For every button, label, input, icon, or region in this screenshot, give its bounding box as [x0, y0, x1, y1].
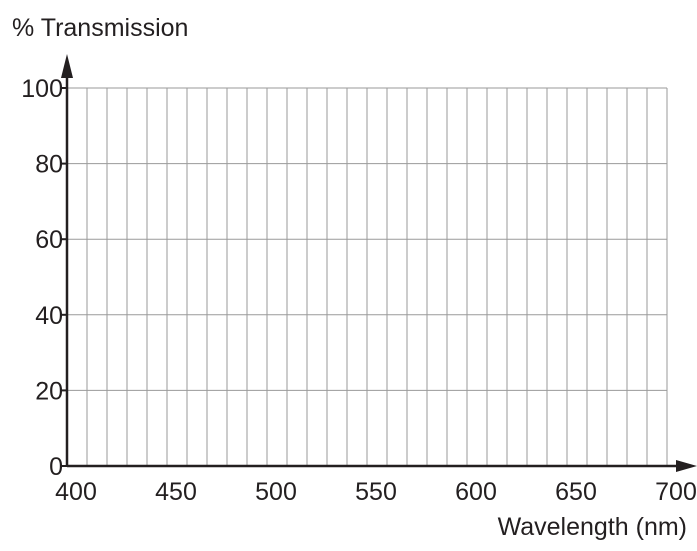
- x-tick-label: 450: [155, 478, 197, 506]
- x-tick-label: 400: [55, 478, 97, 506]
- y-tick-label: 80: [35, 151, 63, 179]
- y-axis-arrow: [61, 54, 73, 78]
- y-tick-label: 40: [35, 302, 63, 330]
- x-tick-label: 500: [255, 478, 297, 506]
- y-tick-label: 100: [21, 75, 63, 103]
- x-tick-label: 700: [655, 478, 697, 506]
- x-tick-label: 550: [355, 478, 397, 506]
- chart-tick-labels: 0 20 40 60 80 100 400 450 500 550 600 650 700: [21, 75, 697, 506]
- x-tick-label: 650: [555, 478, 597, 506]
- x-axis-arrow: [676, 460, 697, 472]
- chart-axes: [61, 54, 697, 472]
- y-axis-label: % Transmission: [12, 14, 188, 42]
- chart-grid: [67, 87, 668, 466]
- y-tick-label: 20: [35, 377, 63, 405]
- y-tick-label: 0: [49, 453, 63, 481]
- x-axis-label: Wavelength (nm): [498, 513, 687, 541]
- y-tick-label: 60: [35, 226, 63, 254]
- x-tick-label: 600: [455, 478, 497, 506]
